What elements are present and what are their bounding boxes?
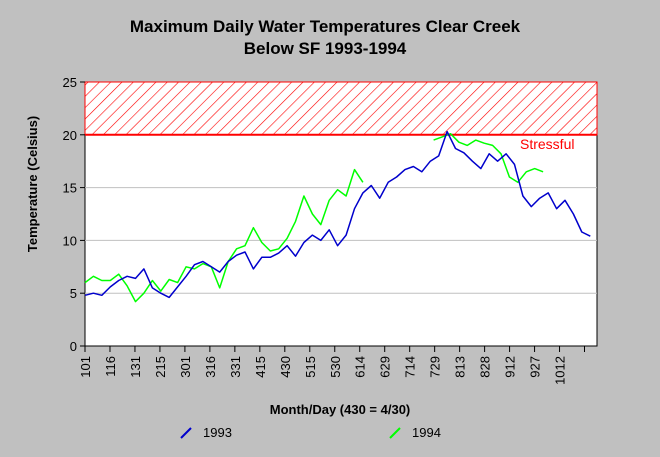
y-tick-label-20: 20 (63, 128, 77, 143)
x-tick-label-912: 912 (503, 356, 518, 378)
legend-item-1993: 1993 (180, 425, 232, 440)
chart-title: Maximum Daily Water Temperatures Clear C… (130, 17, 521, 36)
stressful-threshold-band (84, 81, 598, 136)
x-tick-label-301: 301 (178, 356, 193, 378)
threshold-label: Stressful (520, 136, 574, 152)
y-tick-label-0: 0 (70, 339, 77, 354)
x-tick-label-828: 828 (478, 356, 493, 378)
x-tick-label-614: 614 (353, 356, 368, 378)
chart-subtitle: Below SF 1993-1994 (244, 39, 407, 58)
series-lines (84, 130, 591, 303)
x-tick-label-1012: 1012 (553, 356, 568, 385)
x-tick-label-714: 714 (403, 356, 418, 378)
x-tick-label-530: 530 (328, 356, 343, 378)
legend-label-1993: 1993 (203, 425, 232, 440)
x-tick-label-430: 430 (278, 356, 293, 378)
y-tick-label-25: 25 (63, 75, 77, 90)
y-tick-label-10: 10 (63, 233, 77, 248)
x-tick-label-215: 215 (153, 356, 168, 378)
x-tick-label-316: 316 (203, 356, 218, 378)
x-tick-label-729: 729 (428, 356, 443, 378)
y-axis-label: Temperature (Celsius) (25, 116, 40, 252)
x-tick-label-629: 629 (378, 356, 393, 378)
x-tick-label-813: 813 (453, 356, 468, 378)
legend-swatch-1994 (389, 427, 401, 439)
x-tick-label-415: 415 (253, 356, 268, 378)
series-line-1994 (84, 132, 544, 303)
x-tick-label-331: 331 (228, 356, 243, 378)
legend-label-1994: 1994 (412, 425, 441, 440)
stressful-hatch-band (84, 81, 598, 136)
legend-swatch-1993 (180, 427, 192, 439)
x-tick-label-927: 927 (528, 356, 543, 378)
y-tick-label-5: 5 (70, 286, 77, 301)
x-tick-label-101: 101 (78, 356, 93, 378)
legend-item-1994: 1994 (389, 425, 441, 440)
x-tick-label-116: 116 (103, 356, 118, 377)
series-line-1993 (84, 130, 591, 299)
axes: 0 5 10 15 20 25 101 116 131 215 301 316 331 415 430 515… (63, 75, 586, 385)
x-tick-label-131: 131 (128, 356, 143, 378)
legend: 1993 1994 (180, 425, 441, 440)
x-tick-label-515: 515 (303, 356, 318, 378)
x-axis-label: Month/Day (430 = 4/30) (270, 402, 411, 417)
y-tick-label-15: 15 (63, 181, 77, 196)
